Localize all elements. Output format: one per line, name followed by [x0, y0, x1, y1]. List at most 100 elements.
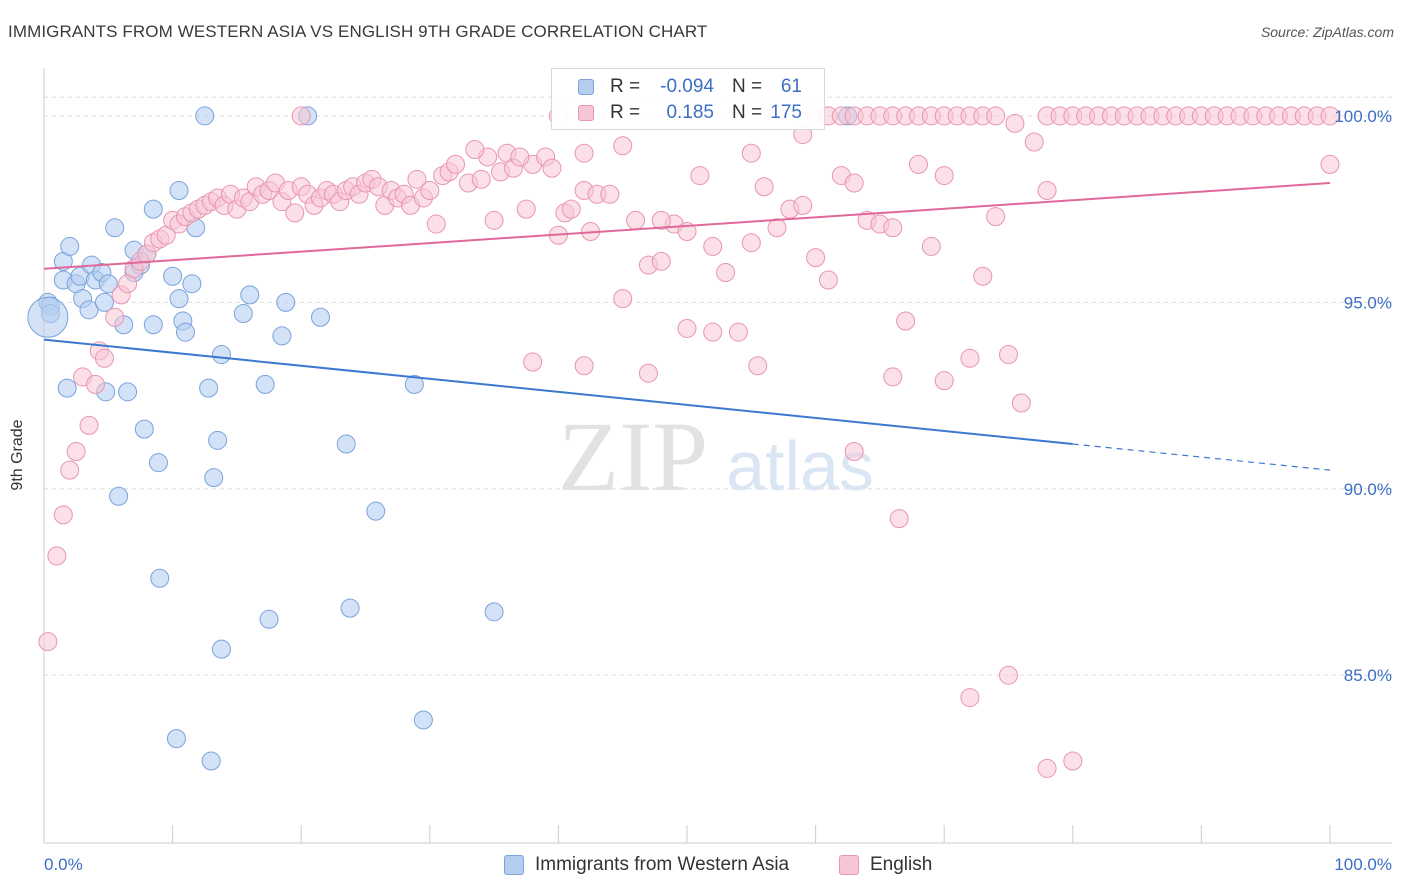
data-point-english — [1037, 758, 1057, 778]
data-point-english — [471, 169, 491, 189]
data-point-english — [883, 218, 903, 238]
legend-n-label: N = — [732, 76, 763, 97]
data-point-english — [516, 199, 536, 219]
data-point-western-asia — [150, 568, 170, 588]
data-point-english — [105, 307, 125, 327]
x-tick-label: 100.0% — [1334, 855, 1392, 874]
legend-row-blue: R = -0.094 N = 61 — [552, 74, 824, 100]
data-point-western-asia — [404, 374, 424, 394]
data-point-english — [94, 348, 114, 368]
data-point-english — [960, 688, 980, 708]
legend-row-pink: R = 0.185 N = 175 — [552, 100, 824, 126]
data-point-english — [542, 158, 562, 178]
data-point-english — [1320, 154, 1340, 174]
data-point-western-asia — [204, 468, 224, 488]
legend-swatch-pink — [578, 105, 594, 121]
data-point-english — [986, 106, 1006, 126]
data-point-western-asia — [255, 374, 275, 394]
legend-n-value: 175 — [770, 102, 802, 123]
data-point-western-asia — [163, 266, 183, 286]
trend-line-western-asia-extension — [1072, 443, 1331, 471]
data-point-english — [806, 248, 826, 268]
data-point-english — [1037, 181, 1057, 200]
data-point-english — [60, 460, 80, 480]
watermark-atlas: atlas — [726, 427, 874, 505]
series-immigrants-western-asia — [27, 106, 858, 771]
data-point-western-asia — [118, 382, 138, 402]
data-point-western-asia — [199, 378, 219, 398]
data-point-western-asia — [484, 602, 504, 622]
grid-lines — [44, 96, 1392, 676]
data-point-english — [818, 270, 838, 290]
data-point-english — [561, 199, 581, 219]
series-legend-label: English — [870, 854, 933, 875]
data-point-english — [38, 632, 58, 652]
y-tick-label: 85.0% — [1344, 666, 1392, 685]
data-point-english — [291, 106, 311, 126]
legend-r-value: 0.185 — [666, 102, 714, 123]
series-legend: Immigrants from Western Asia English — [0, 852, 1406, 878]
data-point-english — [883, 367, 903, 387]
data-point-western-asia — [340, 598, 360, 618]
data-point-english — [973, 266, 993, 286]
data-point-western-asia — [208, 430, 228, 450]
legend-swatch-blue — [504, 855, 524, 875]
data-point-english — [844, 442, 864, 461]
x-tick-label: 0.0% — [44, 855, 83, 874]
data-point-english — [66, 442, 86, 461]
data-point-english — [465, 139, 485, 159]
data-point-english — [728, 322, 748, 342]
data-point-english — [703, 322, 723, 342]
data-point-western-asia — [413, 710, 433, 730]
correlation-legend: R = -0.094 N = 61 R = 0.185 N = 175 — [551, 68, 825, 130]
data-point-english — [960, 348, 980, 368]
watermark-zip: ZIP — [558, 401, 708, 512]
series-legend-label: Immigrants from Western Asia — [535, 854, 790, 875]
data-point-western-asia — [143, 315, 163, 335]
y-axis-title: 9th Grade — [9, 419, 26, 491]
data-point-english — [613, 136, 633, 156]
data-point-western-asia — [143, 199, 163, 219]
data-point-western-asia — [310, 307, 330, 327]
data-point-english — [523, 352, 543, 372]
data-point-western-asia — [233, 304, 253, 324]
data-point-english — [748, 356, 768, 376]
data-point-english — [1005, 113, 1025, 133]
data-point-western-asia — [27, 296, 69, 338]
data-point-english — [844, 173, 864, 193]
data-point-english — [79, 415, 99, 435]
data-point-english — [767, 218, 787, 238]
data-point-english — [677, 318, 697, 338]
data-point-english — [1024, 132, 1044, 152]
data-point-english — [999, 345, 1018, 365]
data-point-english — [47, 546, 67, 566]
data-point-english — [754, 177, 774, 197]
y-tick-label: 95.0% — [1344, 293, 1392, 312]
data-point-western-asia — [195, 106, 215, 126]
data-point-english — [1320, 106, 1340, 126]
data-point-english — [407, 169, 427, 189]
data-point-english — [1011, 393, 1031, 413]
tick-labels: 85.0% 90.0% 95.0% 100.0% 0.0% 100.0% — [44, 107, 1392, 874]
data-point-western-asia — [94, 292, 114, 312]
chart-source: Source: ZipAtlas.com — [1260, 24, 1394, 40]
data-point-western-asia — [98, 274, 118, 294]
data-point-english — [285, 203, 305, 223]
data-point-english — [986, 207, 1006, 227]
data-point-western-asia — [276, 292, 296, 312]
trend-lines — [43, 182, 1331, 471]
data-point-western-asia — [109, 486, 129, 506]
series-english — [38, 106, 1340, 778]
data-point-english — [703, 236, 723, 256]
data-point-western-asia — [240, 285, 260, 305]
data-point-western-asia — [272, 326, 292, 346]
data-point-english — [921, 236, 941, 256]
data-point-english — [716, 263, 736, 283]
data-point-english — [574, 143, 594, 163]
data-point-western-asia — [182, 274, 202, 294]
data-point-western-asia — [211, 345, 231, 365]
data-point-western-asia — [201, 751, 221, 771]
data-point-english — [908, 154, 928, 174]
data-point-english — [793, 195, 813, 215]
